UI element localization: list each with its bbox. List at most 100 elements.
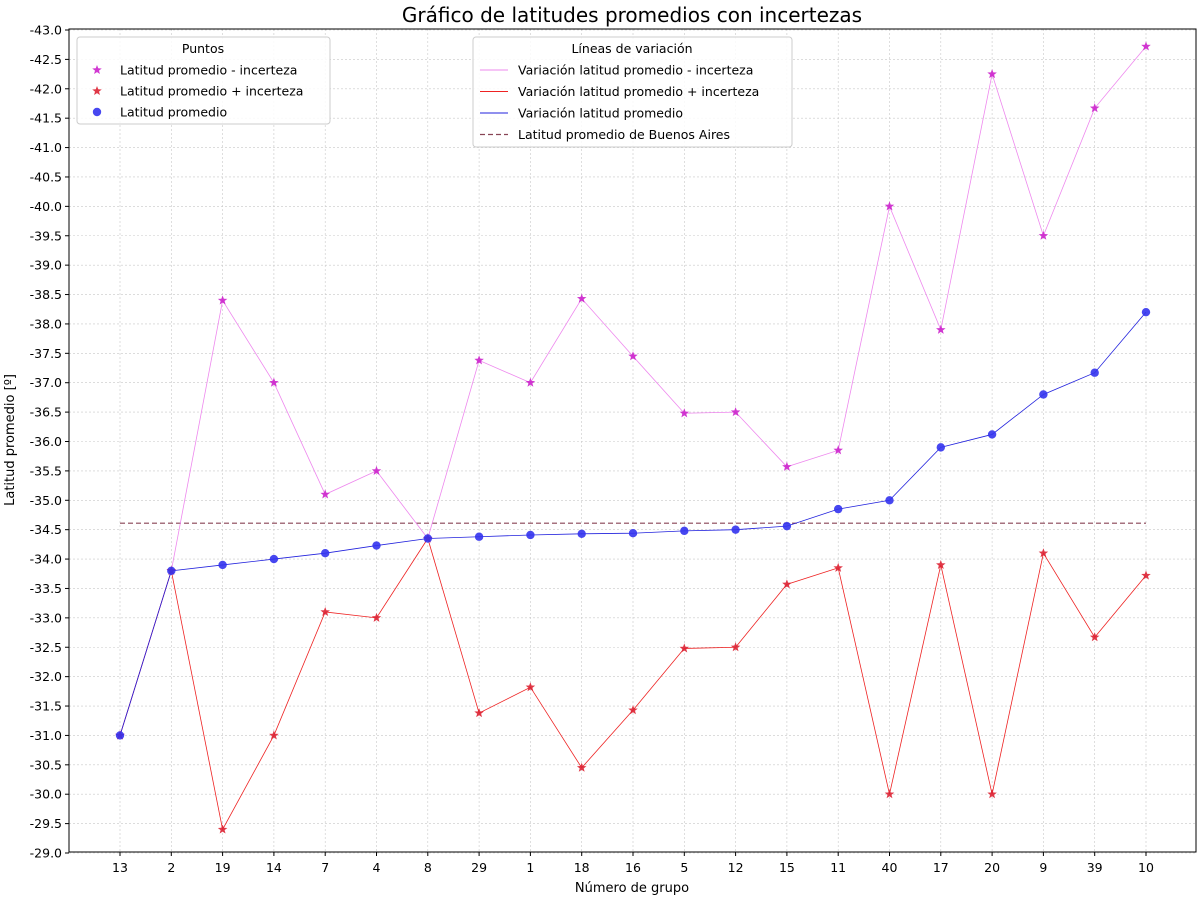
y-tick-label: -32.0 — [30, 669, 62, 684]
y-tick-label: -37.0 — [30, 375, 62, 390]
y-tick-label: -30.5 — [30, 757, 62, 772]
star-point-series-0 — [269, 377, 279, 387]
x-tick-label: 17 — [933, 860, 949, 875]
star-point-series-1 — [576, 762, 587, 772]
x-tick-label: 10 — [1138, 860, 1154, 875]
point-series-2 — [628, 529, 638, 538]
star-point-series-1 — [217, 824, 228, 834]
point-series-2 — [115, 731, 125, 740]
point-series-2 — [885, 496, 894, 505]
y-tick-label: -39.5 — [30, 228, 62, 243]
y-tick-label: -34.0 — [30, 552, 62, 567]
series-points — [115, 41, 1151, 834]
legend-entry-label: Latitud promedio + incerteza — [120, 84, 303, 99]
star-point-series-1 — [679, 643, 690, 653]
point-series-2 — [526, 530, 535, 540]
x-axis-ticks: 13 2 19 14 7 4 8 29 1 18 16 5 12 15 11 40 17 20 9 39 10 — [112, 852, 1154, 875]
y-tick-label: -43.0 — [30, 23, 62, 38]
y-tick-label: -35.0 — [30, 493, 62, 508]
star-point-series-1 — [1141, 570, 1151, 580]
legend-entry-label: Variación latitud promedio - incerteza — [518, 63, 753, 78]
star-point-series-0 — [576, 293, 587, 303]
point-series-2 — [372, 541, 381, 550]
x-tick-label: 5 — [680, 860, 688, 875]
star-point-series-0 — [679, 408, 690, 418]
point-series-2 — [269, 554, 279, 564]
point-series-2 — [987, 430, 997, 439]
star-point-series-1 — [833, 562, 843, 572]
legend-entry-label: Variación latitud promedio — [518, 106, 683, 121]
star-point-series-0 — [987, 69, 997, 79]
y-tick-label: -30.0 — [30, 787, 62, 802]
star-point-series-1 — [1089, 632, 1100, 642]
legend-entry-label: Variación latitud promedio + incerteza — [518, 84, 759, 99]
grid — [69, 29, 1196, 854]
legend-entry-label: Latitud promedio — [120, 105, 227, 120]
y-tick-label: -36.5 — [30, 405, 62, 420]
x-tick-label: 12 — [728, 860, 744, 875]
x-tick-label: 18 — [574, 860, 590, 875]
star-point-series-0 — [884, 201, 895, 211]
y-tick-label: -41.0 — [30, 140, 62, 155]
point-series-2 — [936, 443, 945, 452]
x-tick-label: 13 — [112, 860, 128, 875]
x-tick-label: 2 — [167, 860, 175, 875]
star-point-series-0 — [371, 465, 382, 475]
y-tick-label: -32.5 — [30, 640, 62, 655]
y-tick-label: -41.5 — [30, 111, 62, 126]
x-tick-label: 9 — [1039, 860, 1047, 875]
legend-lines-box — [472, 36, 793, 148]
point-series-2 — [1141, 307, 1151, 317]
y-tick-label: -36.0 — [30, 434, 62, 449]
star-point-series-0 — [320, 489, 330, 499]
x-tick-label: 15 — [779, 860, 795, 875]
star-point-series-1 — [987, 789, 997, 799]
y-tick-label: -42.0 — [30, 81, 62, 96]
star-point-series-0 — [730, 407, 741, 417]
star-point-series-0 — [1089, 103, 1100, 113]
x-tick-label: 1 — [526, 860, 534, 875]
legend-lines-title: Líneas de variación — [571, 41, 692, 56]
point-series-2 — [167, 566, 176, 576]
point-series-2 — [321, 548, 330, 558]
point-series-2 — [423, 534, 432, 543]
star-point-series-1 — [884, 789, 895, 799]
star-point-series-1 — [320, 606, 330, 617]
y-tick-label: -31.0 — [30, 728, 62, 743]
y-tick-label: -40.5 — [30, 169, 62, 184]
star-point-series-1 — [525, 682, 536, 692]
x-tick-label: 11 — [830, 860, 846, 875]
y-tick-label: -29.5 — [30, 816, 62, 831]
x-tick-label: 14 — [266, 860, 282, 875]
star-point-series-0 — [474, 355, 484, 365]
x-tick-label: 19 — [215, 860, 231, 875]
legend-entry-label: Latitud promedio de Buenos Aires — [518, 127, 730, 142]
y-tick-label: -40.0 — [30, 199, 62, 214]
star-point-series-1 — [782, 579, 792, 589]
y-tick-label: -33.5 — [30, 581, 62, 596]
point-series-2 — [834, 504, 843, 514]
point-series-2 — [1090, 368, 1099, 377]
y-tick-label: -42.5 — [30, 52, 62, 67]
legend-entry-label: Latitud promedio - incerteza — [120, 63, 297, 78]
point-series-2 — [1039, 390, 1048, 399]
legend-points: Puntos Latitud promedio - incerteza Latitu… — [76, 36, 331, 125]
legend-marker-star — [92, 86, 102, 96]
x-tick-label: 40 — [882, 860, 898, 875]
y-axis-ticks: -29.0 -29.5 -30.0 -30.5 -31.0 -31.5 -32.0 -32.5… — [30, 23, 69, 861]
y-tick-label: -38.0 — [30, 316, 62, 331]
x-tick-label: 7 — [321, 860, 329, 875]
star-point-series-0 — [217, 295, 228, 305]
y-tick-label: -34.5 — [30, 522, 62, 537]
y-axis-label: Latitud promedio [º] — [3, 374, 18, 506]
star-point-series-0 — [936, 324, 946, 334]
x-tick-label: 4 — [373, 860, 381, 875]
legend-lines: Líneas de variación Variación latitud pro… — [472, 36, 793, 148]
star-point-series-0 — [782, 461, 792, 471]
y-tick-label: -33.0 — [30, 610, 62, 625]
star-point-series-0 — [1141, 41, 1151, 51]
point-series-2 — [474, 532, 484, 541]
star-point-series-1 — [628, 705, 638, 715]
